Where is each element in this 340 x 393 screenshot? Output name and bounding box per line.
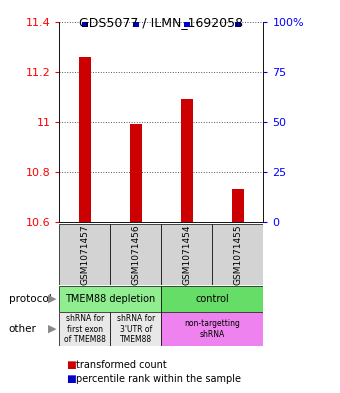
Bar	[59, 224, 110, 285]
Bar	[110, 312, 162, 346]
Text: ■: ■	[66, 374, 76, 384]
Bar	[181, 99, 193, 222]
Bar	[59, 312, 110, 346]
Text: GDS5077 / ILMN_1692058: GDS5077 / ILMN_1692058	[80, 16, 243, 29]
Text: GSM1071454: GSM1071454	[183, 224, 191, 285]
Text: TMEM88 depletion: TMEM88 depletion	[65, 294, 156, 304]
Text: GSM1071456: GSM1071456	[132, 224, 140, 285]
Bar	[162, 286, 264, 312]
Bar	[79, 57, 91, 222]
Text: ▶: ▶	[49, 324, 57, 334]
Bar	[212, 224, 264, 285]
Text: percentile rank within the sample: percentile rank within the sample	[76, 374, 241, 384]
Bar	[232, 189, 244, 222]
Text: protocol: protocol	[8, 294, 51, 304]
Text: GSM1071455: GSM1071455	[234, 224, 242, 285]
Text: shRNA for
3'UTR of
TMEM88: shRNA for 3'UTR of TMEM88	[117, 314, 155, 344]
Text: other: other	[8, 324, 36, 334]
Text: control: control	[195, 294, 230, 304]
Bar	[162, 224, 212, 285]
Text: GSM1071457: GSM1071457	[81, 224, 89, 285]
Text: ■: ■	[66, 360, 76, 370]
Bar	[59, 286, 162, 312]
Bar	[110, 224, 162, 285]
Bar	[162, 312, 264, 346]
Text: ▶: ▶	[49, 294, 57, 304]
Text: shRNA for
first exon
of TMEM88: shRNA for first exon of TMEM88	[64, 314, 106, 344]
Text: transformed count: transformed count	[76, 360, 167, 370]
Bar	[130, 124, 142, 222]
Text: non-targetting
shRNA: non-targetting shRNA	[185, 320, 240, 339]
